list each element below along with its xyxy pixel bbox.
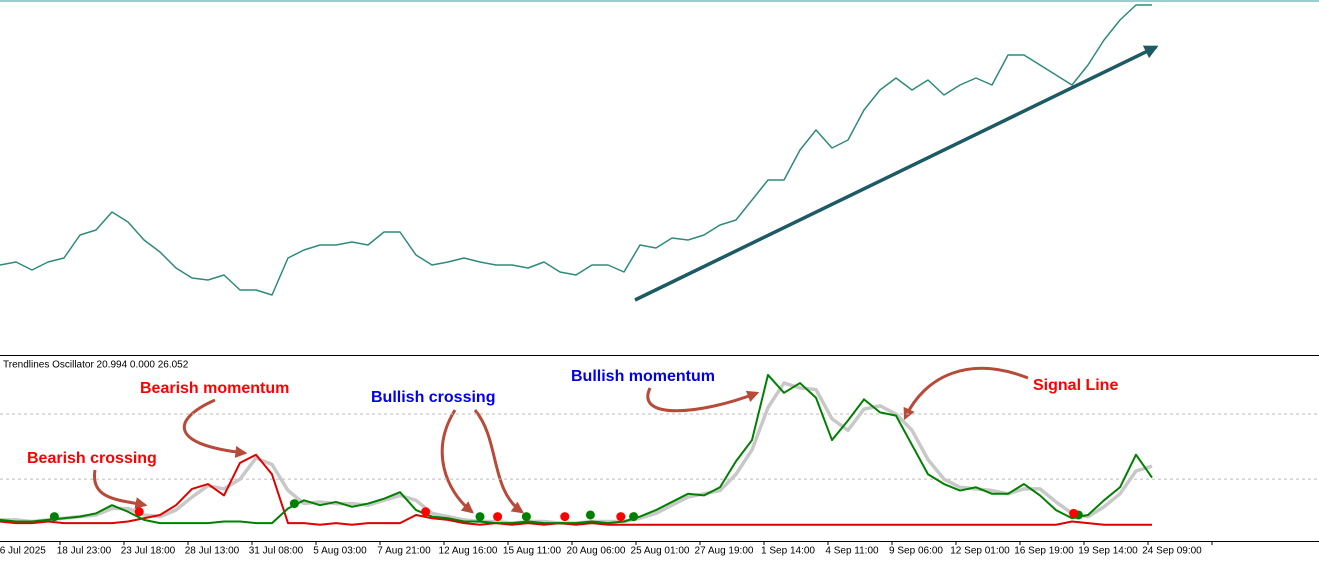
- price-line: [0, 4, 1152, 296]
- trend-line: [634, 45, 1159, 302]
- annotation-arrow: [182, 398, 248, 458]
- x-tick-label: 12 Aug 16:00: [439, 546, 498, 557]
- x-tick-label: 28 Jul 13:00: [185, 546, 240, 557]
- x-tick-label: 27 Aug 19:00: [695, 546, 754, 557]
- x-tick-label: 20 Aug 06:00: [567, 546, 626, 557]
- indicator-title: Trendlines Oscillator 20.994 0.000 26.05…: [3, 360, 189, 371]
- annotation: Bearish crossing: [27, 450, 157, 467]
- x-tick-label: 1 Sep 14:00: [761, 546, 815, 557]
- x-tick-label: 15 Aug 11:00: [503, 546, 562, 557]
- annotation: Bearish momentum: [140, 380, 289, 397]
- x-tick-label: 18 Jul 23:00: [57, 546, 112, 557]
- x-tick-label: 16 Jul 2025: [0, 546, 46, 557]
- annotation-arrow: [903, 366, 1029, 421]
- x-tick-label: 12 Sep 01:00: [950, 546, 1010, 557]
- signal-dot: [560, 512, 570, 522]
- signal-dot: [585, 510, 595, 520]
- x-tick-label: 24 Sep 09:00: [1142, 546, 1202, 557]
- signal-dot: [1069, 508, 1079, 518]
- x-tick-label: 5 Aug 03:00: [313, 546, 367, 557]
- signal-dot: [493, 512, 503, 522]
- annotation-arrow: [440, 409, 474, 514]
- signal-dot: [289, 499, 299, 509]
- signal-dot: [134, 507, 144, 517]
- x-tick-label: 16 Sep 19:00: [1014, 546, 1074, 557]
- annotation: Signal Line: [1033, 377, 1118, 394]
- x-tick-label: 25 Aug 01:00: [631, 546, 690, 557]
- x-tick-label: 7 Aug 21:00: [377, 546, 431, 557]
- annotation: Bullish crossing: [371, 389, 495, 406]
- signal-dot: [49, 512, 59, 522]
- oscillator-line: [0, 373, 1153, 525]
- annotation-arrow: [473, 409, 524, 514]
- x-tick-label: 4 Sep 11:00: [825, 546, 879, 557]
- x-tick-label: 23 Jul 18:00: [121, 546, 176, 557]
- signal-dot: [616, 512, 626, 522]
- annotation-arrow: [646, 387, 760, 413]
- annotation: Bullish momentum: [571, 368, 715, 385]
- signal-dot: [521, 512, 531, 522]
- signal-dot: [475, 512, 485, 522]
- x-tick-label: 31 Jul 08:00: [249, 546, 304, 557]
- x-tick-label: 9 Sep 06:00: [889, 546, 943, 557]
- signal-dot: [629, 512, 639, 522]
- oscillator-line: [0, 453, 1152, 526]
- annotation-arrow: [93, 469, 148, 510]
- x-tick-label: 19 Sep 14:00: [1078, 546, 1138, 557]
- signal-dot: [421, 507, 431, 517]
